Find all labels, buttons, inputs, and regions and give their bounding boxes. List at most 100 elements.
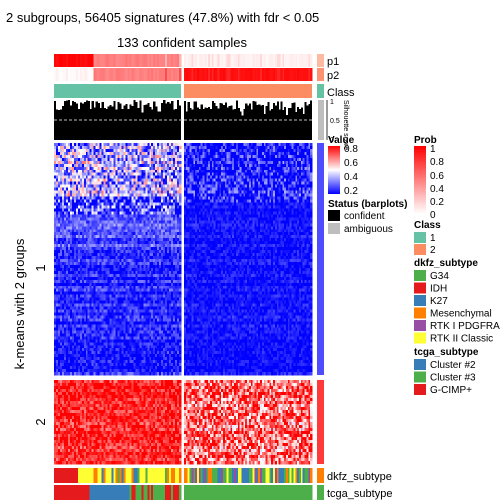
heatmap-cell <box>151 160 154 165</box>
heatmap-cell <box>287 154 291 159</box>
heatmap-cell <box>77 202 81 206</box>
heatmap-cell <box>198 202 201 206</box>
p2-cell <box>306 68 309 81</box>
heatmap-cell <box>286 175 289 179</box>
heatmap-cell <box>89 178 92 182</box>
heatmap-cell <box>97 238 100 242</box>
heatmap-cell <box>204 175 207 179</box>
heatmap-cell <box>131 196 134 200</box>
heatmap-cell <box>202 143 205 147</box>
heatmap-cell <box>139 178 142 182</box>
heatmap-cell <box>105 244 108 248</box>
heatmap-cell <box>230 211 233 215</box>
heatmap-cell <box>85 199 89 203</box>
p2-cell <box>310 68 313 81</box>
p2-cell <box>245 68 248 81</box>
silhouette-bar <box>169 103 172 140</box>
heatmap-cell <box>224 172 227 177</box>
heatmap-cell <box>302 187 305 191</box>
heatmap-cell <box>291 166 294 171</box>
heatmap-cell <box>131 145 134 150</box>
heatmap-cell <box>155 172 158 177</box>
heatmap-cell <box>153 217 156 221</box>
heatmap-cell <box>75 229 79 233</box>
heatmap-cell <box>217 157 220 162</box>
heatmap-cell <box>280 226 283 230</box>
p2-cell <box>299 68 302 81</box>
heatmap-cell <box>54 169 57 174</box>
heatmap-cell <box>232 202 235 206</box>
heatmap-cell <box>55 178 59 182</box>
heatmap-cell <box>260 157 263 162</box>
heatmap-cell <box>280 241 283 245</box>
p2-cell <box>63 68 67 81</box>
heatmap-cell <box>133 229 136 233</box>
heatmap-cell <box>79 193 83 197</box>
heatmap-cell <box>89 143 92 147</box>
heatmap-cell <box>143 214 146 218</box>
heatmap-cell <box>228 235 231 239</box>
heatmap-cell <box>61 217 65 221</box>
heatmap-cell <box>129 220 132 224</box>
heatmap-cell <box>217 190 220 194</box>
heatmap-cell <box>83 226 87 230</box>
heatmap-cell <box>115 160 118 165</box>
heatmap-cell <box>87 148 91 153</box>
heatmap-cell <box>107 160 110 165</box>
heatmap-cell <box>278 145 281 150</box>
heatmap-cell <box>280 181 283 185</box>
heatmap-cell <box>99 193 102 197</box>
heatmap-cell <box>263 196 266 200</box>
heatmap-cell <box>83 205 87 209</box>
heatmap-cell <box>169 238 172 242</box>
heatmap-cell <box>89 190 92 194</box>
heatmap-cell <box>63 199 67 203</box>
heatmap-cell <box>131 178 134 182</box>
heatmap-cell <box>107 178 110 182</box>
heatmap-cell <box>198 196 201 200</box>
heatmap-cell <box>95 241 98 245</box>
heatmap-cell <box>289 166 292 171</box>
heatmap-cell <box>175 235 178 239</box>
heatmap-cell <box>211 178 214 182</box>
heatmap-cell <box>155 241 158 245</box>
heatmap-cell <box>258 148 261 153</box>
heatmap-cell <box>61 157 65 162</box>
heatmap-cell <box>99 208 102 212</box>
heatmap-cell <box>69 196 73 200</box>
heatmap-cell <box>302 151 305 156</box>
heatmap-cell <box>101 151 104 156</box>
heatmap-cell <box>81 190 85 194</box>
heatmap-cell <box>65 172 69 177</box>
heatmap-cell <box>177 208 180 212</box>
heatmap-cell <box>119 166 122 171</box>
heatmap-cell <box>77 175 81 179</box>
heatmap-cell <box>123 238 126 242</box>
heatmap-cell <box>208 241 211 245</box>
heatmap-cell <box>304 163 307 168</box>
heatmap-cell <box>263 193 266 197</box>
heatmap-cell <box>187 157 190 162</box>
heatmap-cell <box>265 184 268 188</box>
heatmap-cell <box>300 238 304 242</box>
heatmap-cell <box>157 223 160 227</box>
heatmap-cell <box>155 235 158 239</box>
silhouette-bar <box>121 108 124 140</box>
heatmap-cell <box>87 184 91 188</box>
heatmap-cell <box>107 220 110 224</box>
heatmap-cell <box>157 163 160 168</box>
heatmap-cell <box>97 223 100 227</box>
heatmap-cell <box>63 214 67 218</box>
heatmap-cell <box>243 214 246 218</box>
heatmap-cell <box>99 229 102 233</box>
heatmap-cell <box>224 238 227 242</box>
heatmap-cell <box>173 241 176 245</box>
heatmap-cell <box>276 193 279 197</box>
heatmap-cell <box>125 148 128 153</box>
heatmap-cell <box>54 184 57 188</box>
heatmap-cell <box>284 160 287 165</box>
heatmap-cell <box>67 190 71 194</box>
heatmap-cell <box>155 223 158 227</box>
heatmap-cell <box>115 169 118 174</box>
heatmap-cell <box>282 208 285 212</box>
